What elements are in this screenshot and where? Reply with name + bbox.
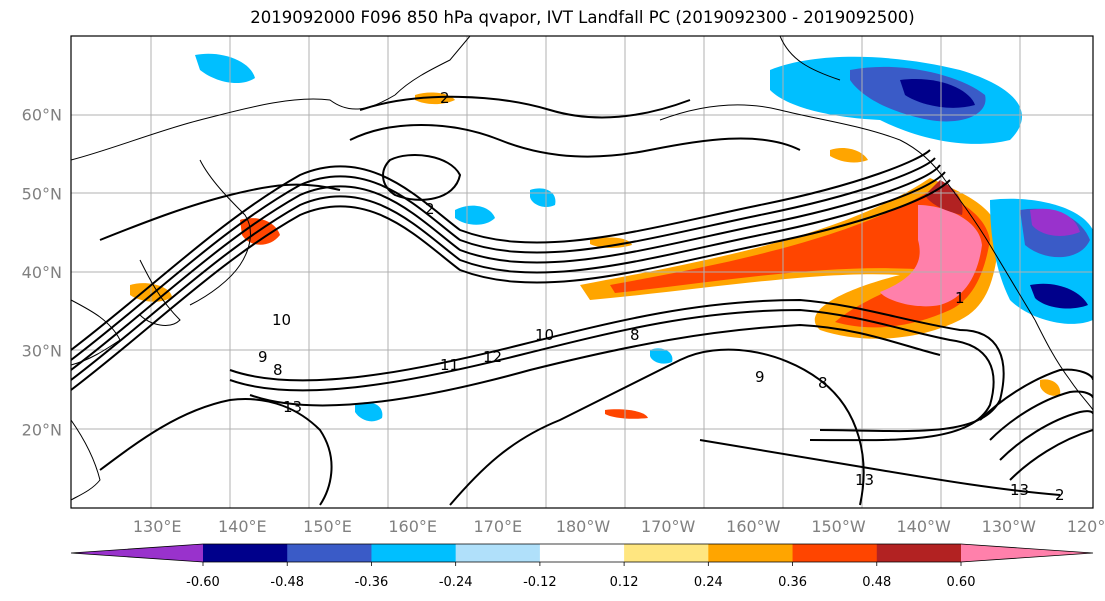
contour-label: 2 <box>425 200 435 218</box>
pc-shading-coast-dark <box>1030 283 1088 309</box>
colorbar-swatch <box>708 544 794 562</box>
pc-shading-sblue-2 <box>355 402 383 422</box>
colorbar-extend-high <box>961 544 1093 562</box>
contour-label: 13 <box>1010 481 1029 499</box>
longitude-label: 170°W <box>641 517 696 536</box>
colorbar-label: -0.48 <box>270 575 304 590</box>
pc-shading-ne-dark <box>900 79 975 108</box>
pc-shading-river-dark <box>925 180 963 215</box>
longitude-label: 120°W <box>1067 517 1105 536</box>
colorbar-label: 0.60 <box>947 575 976 590</box>
colorbar-swatch <box>371 544 457 562</box>
longitude-label: 170°E <box>474 517 523 536</box>
colorbar-swatch <box>624 544 709 562</box>
pc-shading-orange-4 <box>1040 379 1061 396</box>
longitude-labels: 130°E 140°E 150°E 160°E 170°E 180°W 170°W 160°W… <box>133 517 1105 536</box>
latitude-labels: 20°N 30°N 40°N 50°N 60°N <box>22 106 62 440</box>
longitude-label: 140°W <box>896 517 951 536</box>
colorbar-label: -0.24 <box>439 575 473 590</box>
colorbar-label: 0.12 <box>610 575 639 590</box>
latitude-label: 50°N <box>22 184 62 203</box>
latitude-label: 30°N <box>22 342 62 361</box>
colorbar-swatch <box>203 544 288 562</box>
pc-shading-orange-5 <box>590 237 632 248</box>
contour-label: 13 <box>855 471 874 489</box>
latitude-label: 20°N <box>22 420 62 439</box>
colorbar-label: 0.36 <box>778 575 807 590</box>
contour-label: 2 <box>440 89 450 107</box>
shaded-field: 2 2 10 9 8 13 11 12 10 8 9 8 13 13 2 1 <box>71 36 1093 508</box>
longitude-label: 160°W <box>726 517 781 536</box>
map-title: 2019092000 F096 850 hPa qvapor, IVT Land… <box>250 8 915 27</box>
longitude-label: 150°W <box>811 517 866 536</box>
colorbar-swatch <box>792 544 878 562</box>
contour-label: 8 <box>273 361 283 379</box>
contour-label: 13 <box>283 398 302 416</box>
contour-label: 8 <box>818 374 828 392</box>
contour-label: 12 <box>483 348 502 366</box>
colorbar: -0.60 -0.48 -0.36 -0.24 -0.12 0.12 0.24 0.36 0.4… <box>70 543 1094 590</box>
contour-label: 9 <box>258 348 268 366</box>
pc-shading-sblue-1 <box>650 348 673 364</box>
longitude-label: 140°E <box>218 517 267 536</box>
contour-label: 10 <box>272 311 291 329</box>
colorbar-extend-low <box>71 544 203 562</box>
longitude-label: 130°W <box>982 517 1037 536</box>
colorbar-label: 0.24 <box>694 575 723 590</box>
colorbar-swatch <box>455 544 541 562</box>
latitude-label: 40°N <box>22 263 62 282</box>
latitude-label: 60°N <box>22 106 62 125</box>
contour-label: 9 <box>755 368 765 386</box>
colorbar-label: 0.48 <box>862 575 891 590</box>
ivt-contours <box>71 95 1093 506</box>
longitude-label: 180°W <box>556 517 611 536</box>
contour-label: 1 <box>955 289 965 307</box>
longitude-label: 150°E <box>303 517 352 536</box>
colorbar-swatch <box>539 544 625 562</box>
contour-label: 2 <box>1055 486 1065 504</box>
colorbar-label: -0.36 <box>355 575 389 590</box>
contour-label: 10 <box>535 326 554 344</box>
pc-shading-orange-2 <box>605 409 648 419</box>
pc-shading-orange-1 <box>415 92 455 105</box>
pc-shading-orange-3 <box>830 148 868 163</box>
colorbar-label: -0.60 <box>186 575 220 590</box>
pc-shading-cblue-1 <box>455 205 495 225</box>
pc-shading-river-core <box>880 205 982 307</box>
colorbar-swatch <box>287 544 372 562</box>
graticule <box>71 36 1093 508</box>
map-panel[interactable]: 2 2 10 9 8 13 11 12 10 8 9 8 13 13 2 1 <box>70 35 1094 509</box>
colorbar-label: -0.12 <box>523 575 557 590</box>
map-frame <box>70 35 1094 509</box>
colorbar-swatch <box>876 544 962 562</box>
contour-label: 8 <box>630 326 640 344</box>
longitude-label: 160°E <box>388 517 437 536</box>
longitude-label: 130°E <box>133 517 182 536</box>
contour-label: 11 <box>440 356 459 374</box>
pc-shading-cblue-2 <box>195 53 255 84</box>
pc-shading-coast-purple <box>1030 208 1080 236</box>
